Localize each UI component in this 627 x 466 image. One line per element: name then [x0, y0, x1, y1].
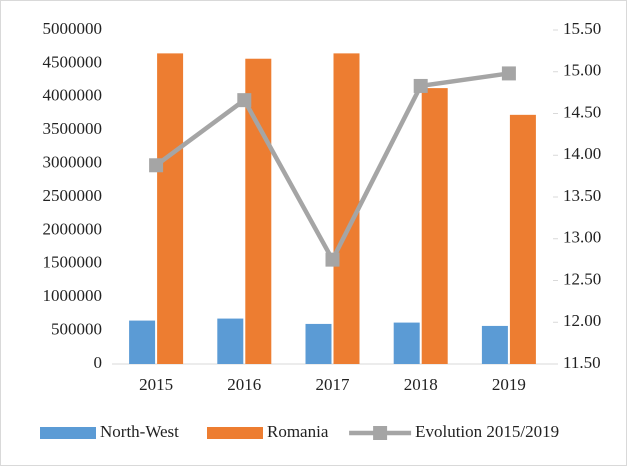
bar: [129, 320, 156, 364]
line-marker: [413, 78, 428, 93]
y2-tick-label: 15.50: [563, 19, 601, 38]
legend-label: Romania: [267, 422, 329, 441]
y-tick-label: 1500000: [43, 253, 103, 272]
x-tick-label: 2018: [404, 375, 438, 394]
bar: [157, 53, 184, 364]
y-tick-label: 500000: [51, 320, 102, 339]
bar: [509, 114, 536, 364]
y-tick-label: 4000000: [43, 86, 103, 105]
bar: [333, 53, 360, 364]
y2-tick-label: 13.50: [563, 186, 601, 205]
x-tick-label: 2017: [316, 375, 351, 394]
y-tick-label: 3500000: [43, 119, 103, 138]
bar: [481, 325, 508, 364]
y-tick-label: 2500000: [43, 186, 103, 205]
legend-swatch: [40, 427, 96, 439]
y2-tick-label: 13.00: [563, 228, 601, 247]
y2-tick-label: 14.50: [563, 102, 601, 121]
y-tick-label: 0: [94, 353, 103, 372]
y2-tick-label: 11.50: [563, 353, 601, 372]
line-marker: [501, 66, 516, 81]
y2-tick-label: 14.00: [563, 144, 601, 163]
line-marker: [325, 252, 340, 267]
y-tick-label: 1000000: [43, 286, 103, 305]
y-tick-label: 5000000: [43, 19, 103, 38]
legend-label: Evolution 2015/2019: [415, 422, 559, 441]
x-tick-label: 2019: [492, 375, 526, 394]
line-marker: [149, 158, 164, 173]
y2-tick-label: 12.00: [563, 311, 601, 330]
y-tick-label: 3000000: [43, 153, 103, 172]
bar: [305, 323, 332, 364]
legend-label: North-West: [100, 422, 179, 441]
bar: [421, 88, 448, 364]
y2-tick-label: 12.50: [563, 269, 601, 288]
bar: [217, 318, 244, 364]
legend-swatch: [207, 427, 263, 439]
y-tick-label: 2000000: [43, 219, 103, 238]
bar: [393, 322, 420, 364]
x-tick-label: 2016: [227, 375, 261, 394]
y2-tick-label: 15.00: [563, 61, 601, 80]
line-marker: [237, 93, 252, 108]
x-tick-label: 2015: [139, 375, 173, 394]
y-tick-label: 4500000: [43, 52, 103, 71]
legend-swatch: [373, 426, 388, 440]
